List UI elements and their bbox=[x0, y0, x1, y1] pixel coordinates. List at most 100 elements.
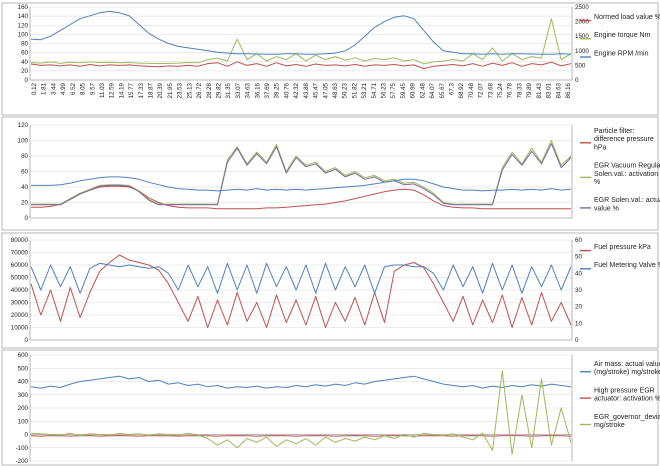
y-tick-label: 0 bbox=[25, 77, 29, 84]
x-tick-label: 23.53 bbox=[177, 82, 184, 98]
series-line-egr-solen-val-actual-value bbox=[31, 143, 572, 206]
x-tick-label: 68.92 bbox=[458, 82, 465, 98]
y-tick-label: 50000 bbox=[11, 275, 29, 282]
x-tick-label: 42.32 bbox=[293, 82, 300, 98]
y-tick-label: 300 bbox=[18, 392, 29, 399]
legend-entry: Fuel pressure kPa bbox=[594, 244, 651, 251]
series-line-engine-torque-nm bbox=[30, 18, 572, 65]
y-tick-label: 500 bbox=[18, 365, 29, 372]
legend-line: EGR Solen.val.: actual bbox=[594, 197, 660, 204]
x-tick-label: 70.48 bbox=[468, 82, 475, 98]
y2-tick-label: 1000 bbox=[575, 48, 589, 55]
x-tick-label: 57.75 bbox=[390, 82, 397, 98]
panel-frame bbox=[1, 116, 659, 231]
y-tick-label: 20000 bbox=[11, 312, 29, 319]
legend-line: % bbox=[594, 179, 600, 186]
y-tick-label: 400 bbox=[18, 379, 29, 386]
y2-tick-label: 60 bbox=[575, 237, 582, 244]
x-tick-label: 86.16 bbox=[565, 82, 572, 98]
x-tick-label: 76.78 bbox=[507, 82, 514, 98]
legend-line: value % bbox=[594, 205, 619, 212]
y-tick-label: -200 bbox=[16, 458, 29, 465]
series-line-egr-vacuum-regulator-solen-val-activation bbox=[31, 140, 572, 205]
y-tick-label: 20 bbox=[21, 200, 28, 207]
panel-frame bbox=[1, 349, 659, 466]
legend-line: Engine RPM /min bbox=[594, 50, 649, 57]
x-tick-label: 45.47 bbox=[313, 82, 320, 98]
y2-tick-label: 0 bbox=[575, 337, 579, 344]
legend-line: (mg/stroke) mg/stroke bbox=[594, 369, 660, 376]
legend-line: Fuel pressure kPa bbox=[594, 244, 651, 251]
x-tick-label: 73.68 bbox=[487, 82, 494, 98]
y-tick-label: 100 bbox=[18, 418, 29, 425]
x-tick-label: 54.71 bbox=[371, 82, 378, 98]
x-tick-label: 17.33 bbox=[138, 82, 145, 98]
y-tick-label: 80 bbox=[21, 153, 28, 160]
y-tick-label: 60000 bbox=[11, 262, 29, 269]
y2-tick-label: 40 bbox=[575, 270, 582, 277]
y2-tick-label: 30 bbox=[575, 287, 582, 294]
legend-line: Solen.val.: activation bbox=[594, 171, 658, 178]
x-tick-label: 28.28 bbox=[206, 82, 213, 98]
legend-line: Fuel Metering Valve % bbox=[594, 262, 660, 269]
x-tick-label: 12.59 bbox=[109, 82, 116, 98]
y-tick-label: 160 bbox=[18, 4, 29, 11]
x-tick-label: 39.25 bbox=[274, 82, 281, 98]
x-tick-label: 31.35 bbox=[225, 82, 232, 98]
y-tick-label: 600 bbox=[18, 352, 29, 359]
y2-tick-label: 2000 bbox=[575, 19, 589, 26]
y-tick-label: 60 bbox=[21, 169, 28, 176]
x-tick-label: 37.69 bbox=[264, 82, 271, 98]
chart-panel-3: 0 10000 20000 30000 40000 50000 60000 70000 8000… bbox=[1, 232, 660, 349]
chart-panel-2: 0 20 40 60 80 100 120 Particle filter: differenc… bbox=[1, 116, 660, 231]
panel-frame bbox=[1, 232, 659, 349]
x-tick-label: 9.57 bbox=[89, 82, 96, 95]
x-tick-label: 21.95 bbox=[167, 82, 174, 98]
x-tick-label: 15.77 bbox=[128, 82, 135, 98]
y-tick-label: 100 bbox=[18, 138, 29, 145]
y-tick-label: 70000 bbox=[11, 250, 29, 257]
x-tick-label: 48.63 bbox=[332, 82, 339, 98]
y-tick-label: 120 bbox=[18, 22, 29, 29]
legend-line: Particle filter: bbox=[594, 128, 635, 135]
y2-tick-label: 10 bbox=[575, 320, 582, 327]
y-tick-label: -100 bbox=[16, 445, 29, 452]
x-tick-label: 14.19 bbox=[118, 82, 125, 98]
x-tick-label: 18.87 bbox=[148, 82, 155, 98]
series-line-fuel-metering-valve bbox=[30, 262, 572, 294]
x-tick-label: 79.89 bbox=[526, 82, 533, 98]
y-tick-label: 20 bbox=[21, 68, 28, 75]
x-tick-label: 75.24 bbox=[497, 82, 504, 98]
series-line-high-pressure-egr-actuator-activation bbox=[30, 435, 572, 437]
y-tick-label: 80 bbox=[21, 41, 28, 48]
x-tick-label: 51.82 bbox=[351, 82, 358, 98]
x-tick-label: 84.63 bbox=[555, 82, 562, 98]
legend-entry: Normed load value % bbox=[594, 14, 660, 21]
x-tick-label: 33.07 bbox=[235, 82, 242, 98]
x-tick-label: 8.05 bbox=[80, 82, 87, 95]
y2-tick-label: 500 bbox=[575, 62, 586, 69]
x-tick-label: 36.16 bbox=[254, 82, 261, 98]
x-tick-label: 26.72 bbox=[196, 82, 203, 98]
series-line-series-4 bbox=[31, 176, 572, 192]
x-tick-label: 47.05 bbox=[322, 82, 329, 98]
legend-line: EGR Vacuum Regulator bbox=[594, 163, 660, 170]
legend-entry: Engine torque Nm bbox=[594, 32, 651, 39]
legend-entry: High pressure EGR actuator: activation % bbox=[594, 387, 660, 402]
legend-line: Normed load value % bbox=[594, 14, 660, 21]
y-tick-label: 200 bbox=[18, 405, 29, 412]
x-tick-label: 72.07 bbox=[478, 82, 485, 98]
legend-entry: Fuel Metering Valve % bbox=[594, 262, 660, 269]
legend-entry: EGR_governor_deviationmg/stroke bbox=[594, 414, 660, 429]
series-line-engine-rpm-min bbox=[30, 10, 572, 55]
y2-tick-label: 20 bbox=[575, 304, 582, 311]
legend-line: Engine torque Nm bbox=[594, 32, 651, 39]
legend-line: High pressure EGR bbox=[594, 387, 655, 394]
x-tick-label: 78.33 bbox=[516, 82, 523, 98]
x-tick-label: 34.63 bbox=[245, 82, 252, 98]
y-tick-label: 80000 bbox=[11, 237, 29, 244]
series-line-normed-load-value bbox=[30, 61, 572, 70]
series-line-fuel-pressure-kpa bbox=[30, 254, 572, 328]
